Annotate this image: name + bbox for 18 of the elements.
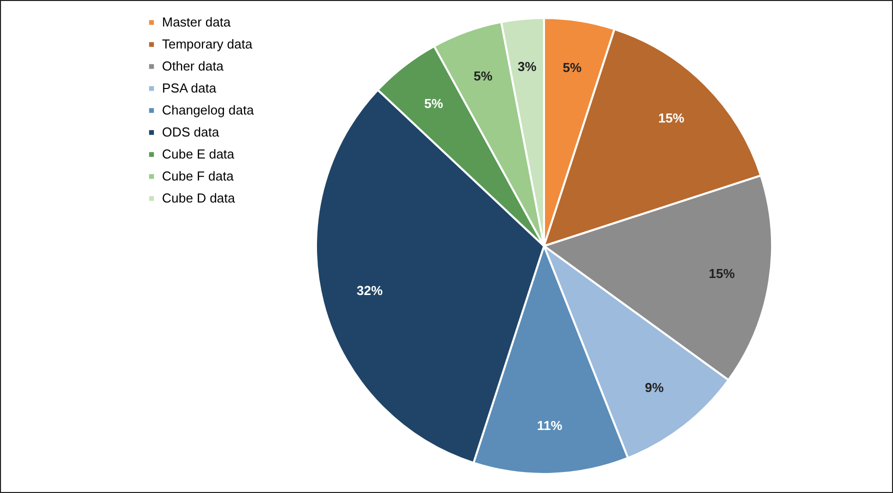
legend-label: ODS data xyxy=(162,124,220,140)
legend-label: Cube D data xyxy=(162,190,236,206)
legend-label: Changelog data xyxy=(162,102,255,118)
data-label: 5% xyxy=(562,60,582,76)
data-label: 3% xyxy=(518,58,537,74)
data-label: 32% xyxy=(356,282,384,298)
data-label: 9% xyxy=(644,380,664,396)
legend-label: Temporary data xyxy=(162,36,254,52)
data-label: 11% xyxy=(537,418,563,433)
data-label: 15% xyxy=(708,266,736,282)
legend-label: Cube E data xyxy=(162,146,236,162)
legend-label: Cube F data xyxy=(162,168,234,184)
legend-label: PSA data xyxy=(162,80,217,96)
legend-label: Other data xyxy=(162,58,224,74)
data-label: 5% xyxy=(424,96,444,111)
data-label: 15% xyxy=(658,110,685,126)
data-label: 5% xyxy=(474,68,493,84)
legend-label: Master data xyxy=(162,14,232,30)
